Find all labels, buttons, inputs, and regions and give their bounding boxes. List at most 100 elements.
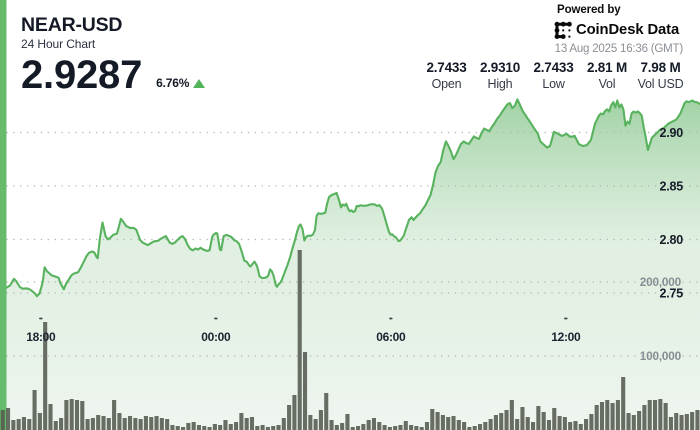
volume-bar bbox=[356, 426, 361, 430]
volume-bar bbox=[37, 413, 42, 430]
coindesk-logo-icon bbox=[554, 21, 572, 39]
brand-logo[interactable]: CoinDesk Data bbox=[554, 21, 680, 40]
volume-bar bbox=[228, 424, 233, 430]
stat-label: Open bbox=[431, 77, 462, 91]
price-axis-label: 2.80 bbox=[659, 233, 683, 247]
volume-bar bbox=[292, 395, 297, 430]
volume-bar bbox=[504, 410, 509, 430]
volume-bar bbox=[467, 427, 472, 430]
volume-bar bbox=[499, 413, 504, 430]
stat-value: 2.81 M bbox=[586, 60, 628, 75]
volume-bar bbox=[440, 415, 445, 430]
volume-bar bbox=[281, 418, 286, 430]
volume-bar bbox=[74, 400, 80, 430]
volume-bar bbox=[202, 426, 207, 430]
volume-bar bbox=[382, 425, 387, 430]
volume-bar bbox=[11, 420, 16, 430]
volume-bar bbox=[308, 415, 313, 430]
volume-bar bbox=[377, 422, 382, 430]
volume-bar bbox=[6, 408, 11, 430]
time-label: 12:00 bbox=[551, 330, 581, 344]
volume-bar bbox=[244, 418, 249, 430]
volume-bar bbox=[207, 427, 212, 430]
volume-bar bbox=[647, 400, 652, 430]
volume-bar bbox=[143, 416, 148, 430]
volume-bar bbox=[133, 418, 138, 430]
volume-bar bbox=[462, 422, 467, 430]
volume-bar bbox=[239, 413, 244, 430]
volume-bar bbox=[515, 419, 520, 430]
volume-bar bbox=[64, 400, 69, 430]
volume-bar bbox=[302, 352, 308, 430]
volume-bar bbox=[53, 421, 58, 430]
volume-bar bbox=[186, 423, 191, 430]
time-label: 18:00 bbox=[26, 330, 56, 344]
volume-bar bbox=[493, 415, 498, 430]
volume-axis-label: 200,000 bbox=[640, 275, 682, 289]
volume-bar bbox=[122, 418, 127, 430]
time-tick bbox=[214, 317, 218, 320]
volume-bar bbox=[642, 405, 647, 430]
volume-bar bbox=[0, 410, 5, 430]
volume-bar bbox=[223, 420, 228, 430]
volume-bar bbox=[594, 405, 599, 430]
powered-by-label: Powered by bbox=[557, 4, 621, 16]
volume-bar bbox=[488, 419, 493, 430]
stat-volume-usd: 7.98 M Vol USD bbox=[636, 61, 685, 91]
stat-high: 2.9310 High bbox=[476, 61, 525, 91]
volume-bar bbox=[546, 420, 552, 430]
price-axis-label: 2.75 bbox=[659, 286, 683, 300]
stat-label: Vol USD bbox=[637, 77, 684, 91]
timestamp: 13 Aug 2025 16:36 (GMT) bbox=[554, 43, 684, 55]
stat-label: High bbox=[487, 77, 513, 91]
pair-title: NEAR-USD bbox=[21, 14, 123, 36]
volume-bar bbox=[48, 404, 53, 430]
volume-bar bbox=[483, 422, 488, 430]
time-tick bbox=[389, 317, 393, 320]
volume-bar bbox=[531, 422, 536, 430]
stat-volume: 2.81 M Vol bbox=[583, 61, 632, 91]
volume-bar bbox=[138, 419, 143, 430]
volume-bar bbox=[456, 420, 461, 430]
volume-bar bbox=[69, 399, 74, 430]
volume-bar bbox=[234, 422, 239, 430]
volume-bar bbox=[393, 426, 398, 430]
volume-bar bbox=[541, 412, 546, 430]
volume-bar bbox=[32, 390, 37, 430]
volume-bar bbox=[127, 416, 133, 430]
volume-bar bbox=[170, 425, 175, 430]
volume-bar bbox=[329, 420, 334, 430]
volume-bar bbox=[80, 401, 85, 430]
volume-bar bbox=[557, 416, 562, 430]
volume-bar bbox=[117, 413, 122, 430]
volume-bar bbox=[568, 422, 573, 430]
volume-bar bbox=[366, 420, 371, 430]
volume-bar bbox=[255, 426, 260, 430]
stat-open: 2.7433 Open bbox=[422, 61, 471, 91]
volume-bar bbox=[509, 400, 514, 430]
volume-bar bbox=[398, 425, 403, 430]
volume-bar bbox=[403, 421, 408, 430]
volume-bar bbox=[599, 402, 605, 430]
volume-bar bbox=[175, 426, 180, 430]
volume-bar bbox=[520, 407, 525, 430]
volume-bar bbox=[637, 411, 642, 430]
volume-bar bbox=[260, 425, 265, 430]
volume-bar bbox=[361, 424, 366, 430]
volume-bar bbox=[419, 427, 424, 430]
volume-bar bbox=[371, 418, 377, 430]
volume-bar bbox=[340, 423, 345, 430]
volume-bar bbox=[90, 418, 95, 430]
volume-bar bbox=[324, 393, 329, 430]
volume-bar bbox=[605, 400, 610, 430]
time-label: 00:00 bbox=[201, 330, 231, 344]
volume-bar bbox=[652, 400, 658, 430]
volume-bar bbox=[165, 419, 170, 430]
volume-bar bbox=[446, 417, 451, 430]
volume-bar bbox=[159, 418, 164, 430]
stats-row: 2.7433 Open 2.9310 High 2.7433 Low 2.81 … bbox=[418, 61, 686, 91]
volume-bar bbox=[552, 408, 557, 430]
volume-bar bbox=[621, 377, 626, 430]
volume-bar bbox=[297, 250, 302, 430]
volume-bar bbox=[674, 413, 679, 430]
